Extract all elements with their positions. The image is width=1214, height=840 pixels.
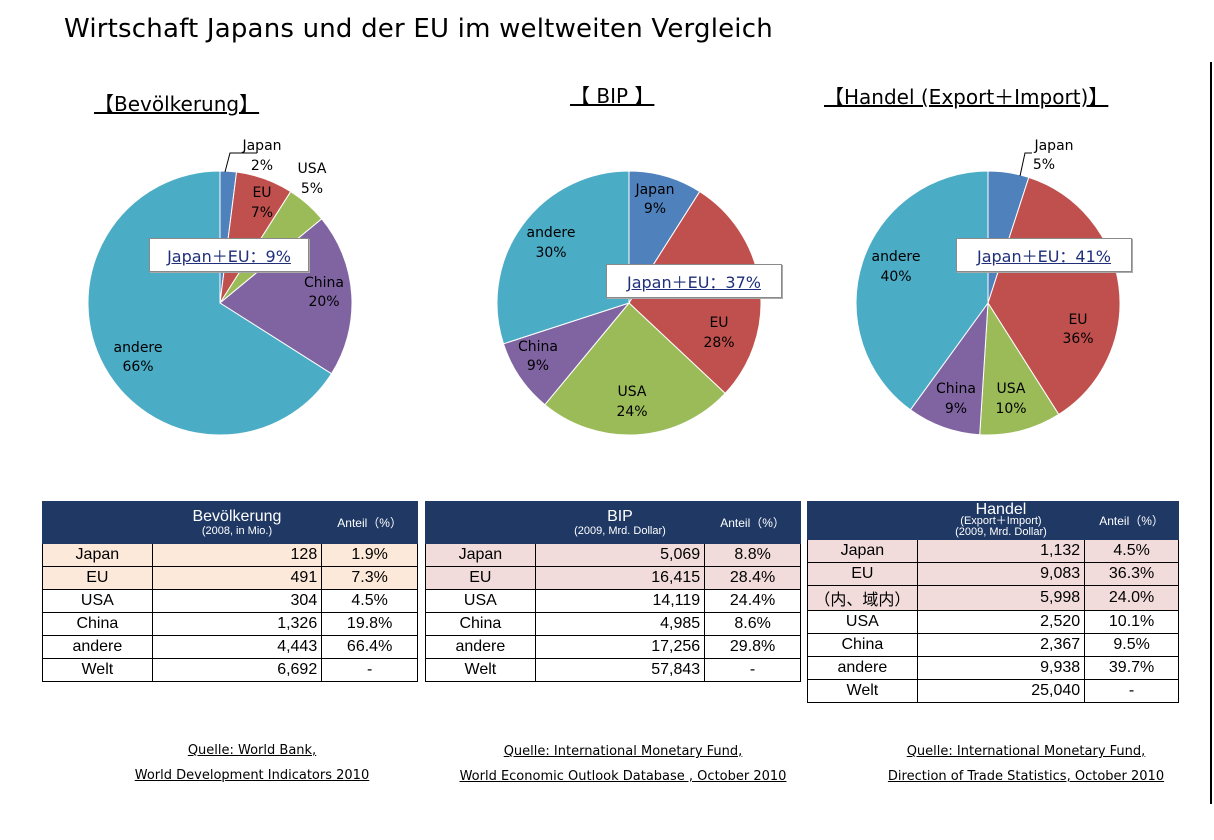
table-row: Welt 25,040-	[807, 679, 1179, 703]
table-gdp: BIP (2009, Mrd. Dollar) Anteil（%） Japan 5…	[425, 501, 801, 682]
pie-label-category: andere	[871, 249, 920, 265]
pie-label-percent: 66%	[122, 359, 153, 375]
pie-label-percent: 2%	[251, 158, 273, 174]
callout-population: Japan＋EU：9%	[149, 238, 309, 272]
pie-label-percent: 7%	[251, 205, 273, 221]
chart-heading-gdp: 【 BIP 】	[570, 84, 655, 108]
pie-label-percent: 28%	[703, 335, 734, 351]
table-row: Japan 1,132 4.5%	[807, 539, 1179, 563]
pie-label-percent: 30%	[535, 245, 566, 261]
callout-gdp: Japan＋EU：37%	[606, 264, 782, 298]
table-row: Welt 6,692-	[42, 658, 418, 682]
pie-label-category: Japan	[1033, 138, 1073, 154]
pie-label-percent: 9%	[644, 201, 666, 217]
source-line: Quelle: International Monetary Fund,	[906, 744, 1146, 759]
table-row: Welt 57,843-	[425, 658, 801, 682]
pie-slice-usa	[544, 302, 726, 436]
pie-label-category: China	[304, 275, 344, 291]
pie-slice-china	[219, 218, 353, 375]
table-row: Japan 5,069 8.8%	[425, 543, 801, 567]
pie-label-category: China	[518, 339, 558, 355]
table-header-population: Bevölkerung (2008, in Mio.)	[151, 501, 323, 544]
pie-label-percent: 40%	[880, 269, 911, 285]
source-gdp: Quelle: International Monetary Fund, Wor…	[448, 739, 798, 789]
pie-label-category: China	[936, 381, 976, 397]
page-title: Wirtschaft Japans und der EU im weltweit…	[64, 14, 773, 44]
leader-line	[224, 152, 257, 173]
pie-label-category: EU	[709, 315, 728, 331]
table-row: EU 9,083 36.3%	[807, 562, 1179, 586]
pie-label-percent: 5%	[1033, 157, 1055, 173]
pie-chart-trade	[855, 170, 1121, 436]
table-population: Bevölkerung (2008, in Mio.) Anteil（%） Ja…	[42, 501, 418, 682]
table-row: China 1,326 19.8%	[42, 612, 418, 636]
pie-label-category: Japan	[241, 138, 281, 154]
table-row: andere 4,443 66.4%	[42, 635, 418, 659]
table-header-blank	[807, 501, 918, 540]
pie-slice-andere	[855, 170, 989, 411]
table-row: （内、域内） 5,998 24.0%	[807, 585, 1179, 611]
source-trade: Quelle: International Monetary Fund, Dir…	[868, 739, 1184, 789]
pie-label-category: USA	[997, 381, 1026, 397]
source-line: Direction of Trade Statistics, October 2…	[887, 769, 1165, 784]
pie-label-category: andere	[526, 225, 575, 241]
table-row: EU 16,415 28.4%	[425, 566, 801, 590]
pie-label-category: EU	[1068, 312, 1087, 328]
table-trade: Handel (Export＋Import) (2009, Mrd. Dolla…	[807, 501, 1179, 703]
table-header-share: Anteil（%）	[321, 501, 418, 544]
pie-label-percent: 5%	[301, 181, 323, 197]
source-line: Quelle: International Monetary Fund,	[503, 744, 743, 759]
source-line: World Economic Outlook Database , Octobe…	[459, 769, 787, 784]
pie-label-percent: 9%	[527, 358, 549, 374]
pie-label-category: EU	[252, 185, 271, 201]
table-row: USA 14,119 24.4%	[425, 589, 801, 613]
pie-slice-eu	[987, 176, 1121, 416]
table-row: China 4,985 8.6%	[425, 612, 801, 636]
pie-label-category: USA	[618, 384, 647, 400]
pie-slice-usa	[979, 301, 1060, 436]
table-header-trade: Handel (Export＋Import) (2009, Mrd. Dolla…	[916, 501, 1086, 540]
table-header-gdp: BIP (2009, Mrd. Dollar)	[534, 501, 706, 544]
pie-slice-andere	[496, 170, 630, 345]
pie-label-category: USA	[298, 161, 327, 177]
table-row: USA 304 4.5%	[42, 589, 418, 613]
table-row: China 2,367 9.5%	[807, 633, 1179, 657]
source-line: World Development Indicators 2010	[134, 768, 370, 783]
table-header-share: Anteil（%）	[704, 501, 801, 544]
right-border-line	[1210, 62, 1212, 804]
pie-label-percent: 10%	[995, 401, 1026, 417]
pie-label-percent: 20%	[308, 294, 339, 310]
callout-trade: Japan＋EU：41%	[956, 238, 1132, 272]
table-row: andere 9,938 39.7%	[807, 656, 1179, 680]
source-population: Quelle: World Bank, World Development In…	[110, 738, 394, 788]
table-row: Japan 128 1.9%	[42, 543, 418, 567]
table-row: EU 491 7.3%	[42, 566, 418, 590]
table-header-share: Anteil（%）	[1084, 501, 1179, 540]
chart-heading-trade: 【Handel (Export＋Import)】	[824, 85, 1109, 109]
pie-label-percent: 9%	[945, 401, 967, 417]
leader-line	[1019, 152, 1032, 177]
table-header-blank	[42, 501, 153, 544]
source-line: Quelle: World Bank,	[187, 743, 317, 758]
pie-label-category: Japan	[634, 182, 674, 198]
table-row: andere 17,256 29.8%	[425, 635, 801, 659]
pie-slice-andere	[87, 170, 333, 436]
table-header-blank	[425, 501, 536, 544]
pie-label-percent: 36%	[1062, 331, 1093, 347]
table-row: USA 2,520 10.1%	[807, 610, 1179, 634]
pie-label-percent: 24%	[616, 404, 647, 420]
chart-heading-population: 【Bevölkerung】	[94, 92, 260, 116]
pie-label-category: andere	[113, 340, 162, 356]
